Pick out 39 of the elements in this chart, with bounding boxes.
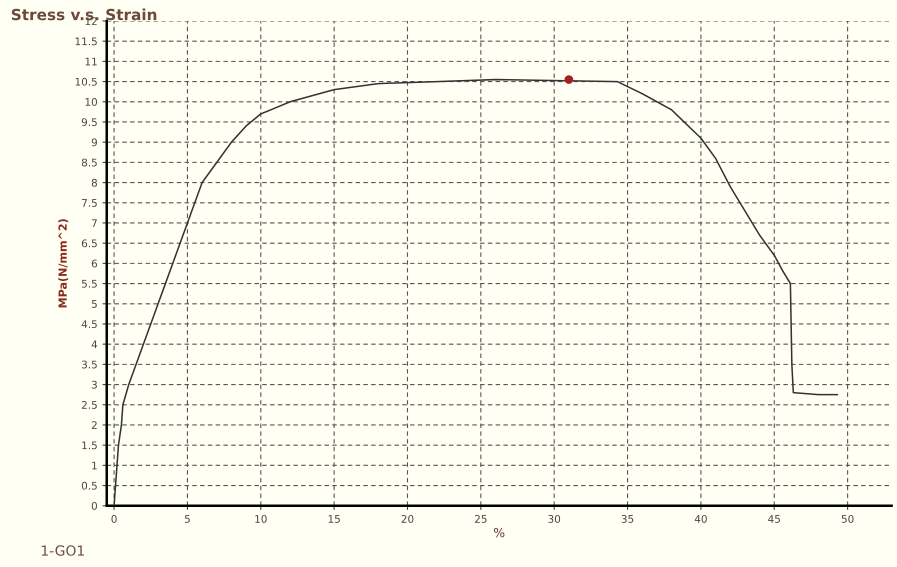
y-tick-label: 10.5 [76, 78, 97, 86]
x-tick-label: 40 [694, 514, 707, 523]
y-tick-label: 8 [92, 178, 97, 187]
x-tick-label: 25 [474, 514, 487, 523]
y-tick-label: 7 [92, 219, 97, 227]
y-tick-label: 9.5 [82, 118, 97, 126]
y-tick-label: 5.5 [82, 280, 97, 288]
y-tick-label: 2 [92, 421, 97, 429]
y-tick-label: 4 [92, 340, 98, 348]
y-tick-label: 3.5 [82, 360, 97, 368]
x-tick-label: 0 [111, 514, 117, 523]
y-tick-label: 5 [92, 300, 97, 308]
y-tick-label: 1.5 [82, 442, 97, 450]
x-tick-label: 5 [184, 515, 190, 523]
y-tick-label: 1 [92, 462, 97, 470]
line-series [113, 78, 838, 506]
x-tick-label: 10 [255, 514, 267, 523]
y-tick-label: 6.5 [82, 239, 97, 248]
y-tick-label: 7.5 [82, 199, 97, 207]
text: 1-GO1 [42, 545, 84, 556]
x-tick-label: 45 [768, 515, 780, 523]
y-tick-label: 0 [92, 502, 98, 510]
y-tick-label: 9 [92, 138, 97, 146]
x-tick-label: 20 [402, 514, 414, 523]
y-tick-label: 3 [92, 380, 97, 389]
y-tick-label: 6 [92, 260, 98, 268]
y-tick-label: 11 [86, 58, 97, 66]
y-tick-label: 11.5 [76, 38, 97, 46]
y-tick-label: 8.5 [82, 158, 97, 166]
x-axis-title: % [494, 528, 504, 538]
x-tick-label: 50 [842, 514, 854, 523]
y-axis-title: MPa(N/mm^2) [58, 219, 68, 308]
x-tick-label: 30 [548, 514, 560, 523]
y-tick-label: 10 [86, 98, 98, 106]
y-tick-label: 2.5 [82, 400, 97, 409]
x-tick-label: 35 [622, 514, 634, 523]
x-tick-label: 15 [328, 515, 340, 523]
y-tick-label: 4.5 [82, 320, 97, 328]
y-tick-label: 0.5 [82, 482, 97, 490]
